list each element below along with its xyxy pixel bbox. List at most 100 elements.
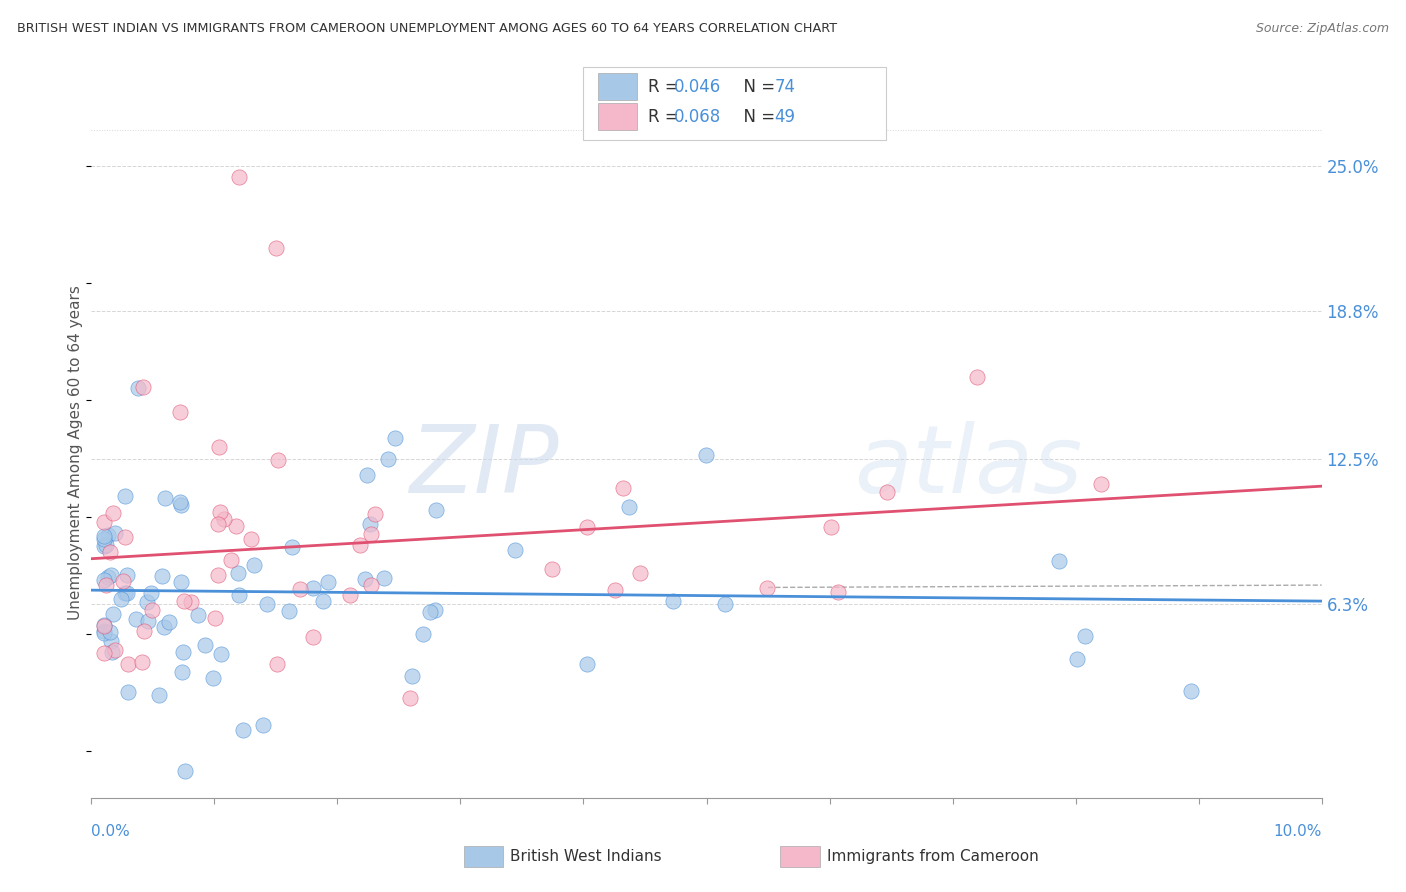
Point: [134, 624, 156, 638]
Point: [93, 528, 115, 542]
Point: [281, 541, 304, 555]
Point: [209, 505, 232, 519]
Point: [114, 530, 136, 544]
Point: [628, 566, 651, 580]
Point: [152, 568, 174, 582]
Point: [876, 485, 898, 500]
Point: [349, 538, 371, 552]
Point: [228, 170, 250, 185]
Point: [575, 657, 598, 672]
Point: [356, 468, 378, 483]
Point: [93, 532, 115, 546]
Point: [101, 506, 124, 520]
Text: 0.0%: 0.0%: [91, 824, 131, 838]
Point: [239, 532, 262, 546]
Y-axis label: Unemployment Among Ages 60 to 64 years: Unemployment Among Ages 60 to 64 years: [67, 285, 83, 620]
Text: 0.046: 0.046: [673, 78, 721, 95]
Point: [96, 538, 118, 552]
Point: [398, 690, 420, 705]
Point: [104, 526, 127, 541]
Point: [226, 566, 249, 580]
Point: [115, 568, 138, 582]
Point: [127, 381, 149, 395]
Point: [278, 604, 301, 618]
Point: [419, 605, 441, 619]
Point: [173, 594, 195, 608]
Text: 0.068: 0.068: [673, 108, 721, 126]
Point: [204, 611, 226, 625]
Point: [125, 612, 148, 626]
Point: [232, 723, 254, 737]
Point: [713, 597, 735, 611]
Point: [503, 542, 526, 557]
Point: [373, 571, 395, 585]
Text: N =: N =: [733, 108, 780, 126]
Point: [97, 528, 120, 542]
Point: [141, 586, 163, 600]
Point: [423, 603, 446, 617]
Point: [225, 519, 247, 533]
Point: [114, 490, 136, 504]
Point: [98, 545, 121, 559]
Point: [359, 517, 381, 532]
Point: [201, 671, 224, 685]
Point: [364, 507, 387, 521]
Point: [302, 631, 325, 645]
Text: 74: 74: [775, 78, 796, 95]
Point: [93, 619, 115, 633]
Point: [243, 558, 266, 573]
Point: [194, 638, 217, 652]
Point: [612, 482, 634, 496]
Point: [412, 627, 434, 641]
Point: [100, 645, 122, 659]
Text: atlas: atlas: [853, 421, 1083, 512]
Point: [756, 581, 779, 595]
Point: [266, 453, 288, 467]
Point: [228, 588, 250, 602]
Point: [100, 634, 122, 648]
Point: [312, 594, 335, 608]
Text: 10.0%: 10.0%: [1274, 824, 1322, 838]
Point: [219, 553, 242, 567]
Text: Immigrants from Cameroon: Immigrants from Cameroon: [827, 849, 1039, 863]
Point: [97, 570, 120, 584]
Point: [104, 643, 127, 657]
Point: [662, 594, 685, 608]
Point: [157, 615, 180, 629]
Point: [141, 603, 163, 617]
Point: [170, 665, 193, 679]
Text: Source: ZipAtlas.com: Source: ZipAtlas.com: [1256, 22, 1389, 36]
Point: [207, 517, 229, 532]
Point: [266, 657, 288, 671]
Point: [1074, 629, 1097, 643]
Point: [425, 503, 447, 517]
Point: [170, 575, 193, 590]
Point: [541, 562, 564, 576]
Point: [302, 581, 325, 595]
Point: [148, 688, 170, 702]
Point: [180, 595, 202, 609]
Point: [290, 582, 312, 596]
Text: British West Indians: British West Indians: [510, 849, 662, 863]
Point: [360, 526, 382, 541]
Point: [209, 647, 232, 661]
Point: [115, 586, 138, 600]
Point: [93, 646, 115, 660]
Point: [117, 657, 139, 672]
Point: [131, 380, 153, 394]
Point: [114, 586, 136, 600]
Point: [619, 500, 641, 515]
Point: [93, 539, 115, 553]
Text: 49: 49: [775, 108, 796, 126]
Point: [316, 574, 339, 589]
Point: [152, 620, 174, 634]
Point: [93, 626, 115, 640]
Point: [264, 241, 287, 255]
Point: [187, 607, 209, 622]
Text: R =: R =: [648, 108, 685, 126]
Point: [1180, 684, 1202, 698]
Point: [169, 405, 191, 419]
Point: [1066, 652, 1088, 666]
Text: N =: N =: [733, 78, 780, 95]
Point: [103, 607, 125, 621]
